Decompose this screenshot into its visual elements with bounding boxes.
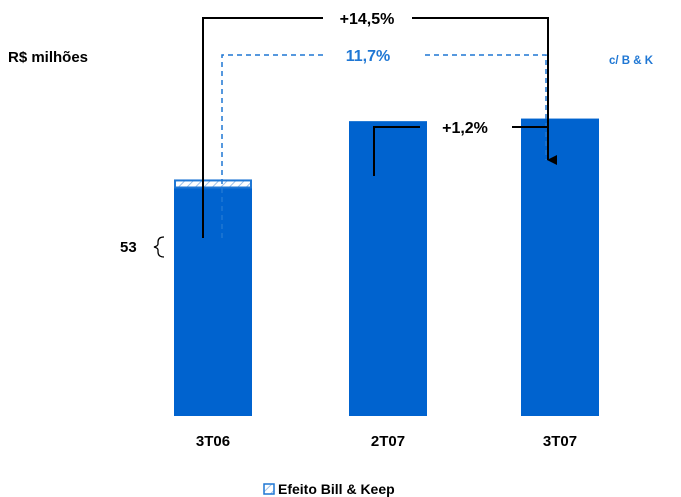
bk-growth-label: 11,7% (346, 48, 390, 65)
growth-connector-left (202, 17, 323, 238)
bar-3t07 (521, 118, 599, 416)
growth-connector-right-arrow (412, 17, 557, 165)
legend-label-bill-keep: Efeito Bill & Keep (278, 481, 395, 497)
legend: Efeito Bill & Keep (263, 481, 395, 497)
bar-segment-bill-keep-3t06 (174, 179, 252, 189)
x-tick-3t06: 3T06 (196, 433, 230, 450)
bar-3t06 (174, 180, 252, 416)
growth-label-2t07-3t07: +1,2% (442, 120, 488, 137)
x-tick-labels: 3T06 2T07 3T07 (196, 433, 577, 450)
x-tick-3t07: 3T07 (543, 433, 577, 450)
growth-label-3t06-3t07: +14,5% (340, 11, 395, 28)
x-tick-2t07: 2T07 (371, 433, 405, 450)
bars-group (174, 118, 599, 416)
bill-keep-note: c/ B & K (609, 55, 654, 67)
bk-growth-connector-left (221, 54, 323, 238)
bar-2t07 (349, 121, 427, 416)
bk-value-label: 53 (120, 239, 137, 256)
unit-label: R$ milhões (8, 49, 88, 66)
growth-connector-2t07 (373, 126, 420, 176)
bk-growth-connector-right (425, 54, 547, 160)
bk-brace (153, 236, 165, 258)
legend-swatch-bill-keep (263, 483, 275, 495)
